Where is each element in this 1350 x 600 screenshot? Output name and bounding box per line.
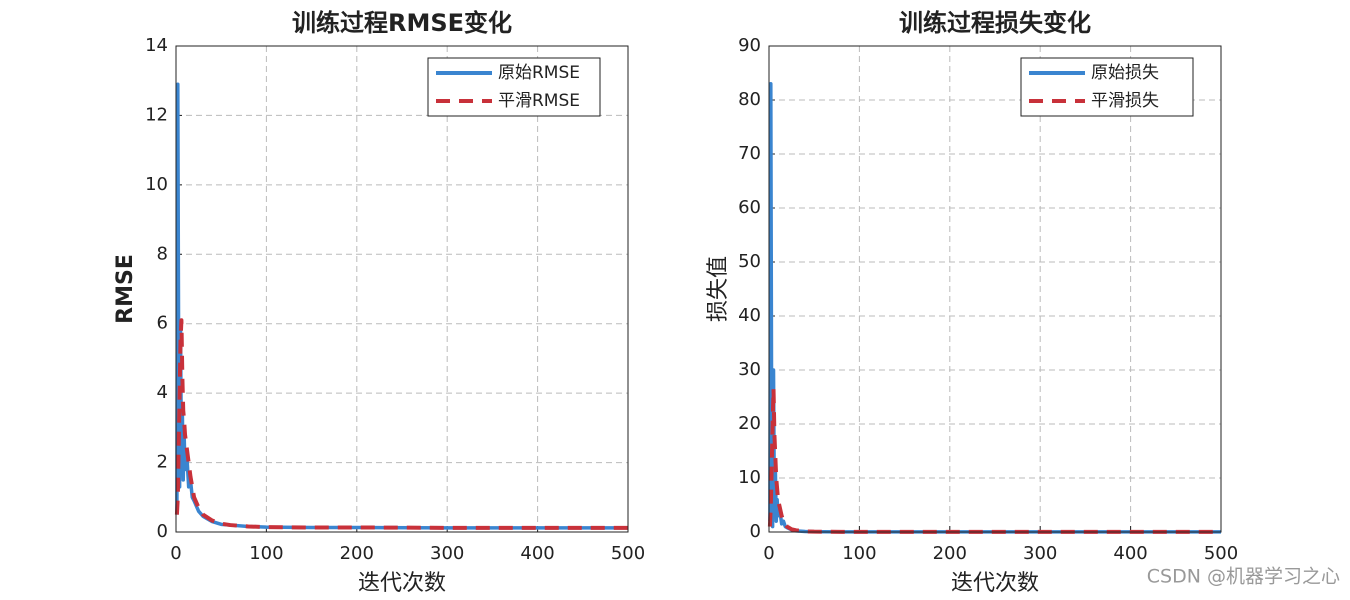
axes-box	[175, 45, 629, 533]
chart-title: 训练过程损失变化	[899, 9, 1091, 37]
y-tick-label: 4	[157, 382, 168, 403]
y-tick-label: 0	[750, 521, 761, 542]
legend-label: 平滑损失	[1091, 91, 1159, 111]
legend-label: 原始损失	[1091, 63, 1159, 83]
x-tick-label: 500	[1204, 543, 1238, 564]
x-tick-label: 100	[842, 543, 876, 564]
y-axis-label: 损失值	[706, 256, 731, 322]
watermark: CSDN @机器学习之心	[1147, 566, 1340, 588]
y-tick-label: 12	[145, 104, 168, 125]
y-tick-label: 10	[145, 174, 168, 195]
x-tick-label: 300	[1023, 543, 1057, 564]
x-axis-label: 迭代次数	[358, 571, 446, 596]
y-tick-label: 0	[157, 521, 168, 542]
legend-box	[1020, 57, 1194, 117]
y-tick-label: 6	[157, 313, 168, 334]
x-tick-label: 100	[249, 543, 283, 564]
axes-box	[768, 45, 1222, 533]
y-tick-label: 14	[145, 35, 168, 56]
x-tick-label: 400	[520, 543, 554, 564]
y-tick-label: 80	[738, 89, 761, 110]
y-axis-label: RMSE	[113, 254, 138, 324]
y-tick-label: 2	[157, 452, 168, 473]
y-tick-label: 10	[738, 467, 761, 488]
x-tick-label: 400	[1113, 543, 1147, 564]
plot-area	[176, 46, 628, 532]
y-tick-label: 30	[738, 359, 761, 380]
plot-area	[769, 46, 1221, 532]
x-tick-label: 200	[933, 543, 967, 564]
x-tick-label: 0	[170, 543, 181, 564]
y-tick-label: 40	[738, 305, 761, 326]
y-tick-label: 60	[738, 197, 761, 218]
y-tick-label: 50	[738, 251, 761, 272]
y-tick-label: 90	[738, 35, 761, 56]
x-tick-label: 0	[763, 543, 774, 564]
line-series	[174, 318, 628, 530]
y-tick-label: 70	[738, 143, 761, 164]
legend-label: 平滑RMSE	[498, 91, 580, 111]
x-axis-label: 迭代次数	[951, 571, 1039, 596]
legend-box	[427, 57, 601, 117]
legend-label: 原始RMSE	[498, 63, 580, 83]
y-tick-label: 20	[738, 413, 761, 434]
x-tick-label: 300	[430, 543, 464, 564]
x-tick-label: 500	[611, 543, 645, 564]
x-tick-label: 200	[340, 543, 374, 564]
chart-title: 训练过程RMSE变化	[292, 9, 512, 37]
y-tick-label: 8	[157, 243, 168, 264]
